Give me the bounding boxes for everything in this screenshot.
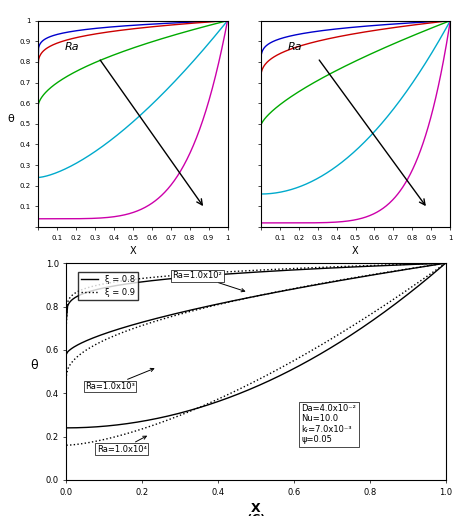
Text: Ra=1.0x10⁴: Ra=1.0x10⁴: [97, 436, 146, 454]
Text: Ra=1.0x10²: Ra=1.0x10²: [173, 271, 245, 292]
Text: (A): (A): [123, 267, 142, 278]
Y-axis label: θ: θ: [30, 359, 38, 372]
X-axis label: X: X: [129, 246, 136, 256]
Text: (C): (C): [247, 514, 265, 516]
Text: Da=4.0x10⁻²
Nu=10.0
kᵣ=7.0x10⁻³
ψ=0.05: Da=4.0x10⁻² Nu=10.0 kᵣ=7.0x10⁻³ ψ=0.05: [301, 404, 356, 444]
X-axis label: X: X: [352, 246, 359, 256]
X-axis label: X: X: [251, 502, 261, 515]
Text: (B): (B): [346, 267, 365, 278]
Y-axis label: θ: θ: [7, 114, 14, 124]
Legend: ξ = 0.8, ξ = 0.9: ξ = 0.8, ξ = 0.9: [78, 271, 138, 300]
Text: Ra: Ra: [65, 42, 79, 53]
Text: Ra: Ra: [288, 42, 302, 53]
Text: Ra=1.0x10³: Ra=1.0x10³: [85, 368, 154, 391]
